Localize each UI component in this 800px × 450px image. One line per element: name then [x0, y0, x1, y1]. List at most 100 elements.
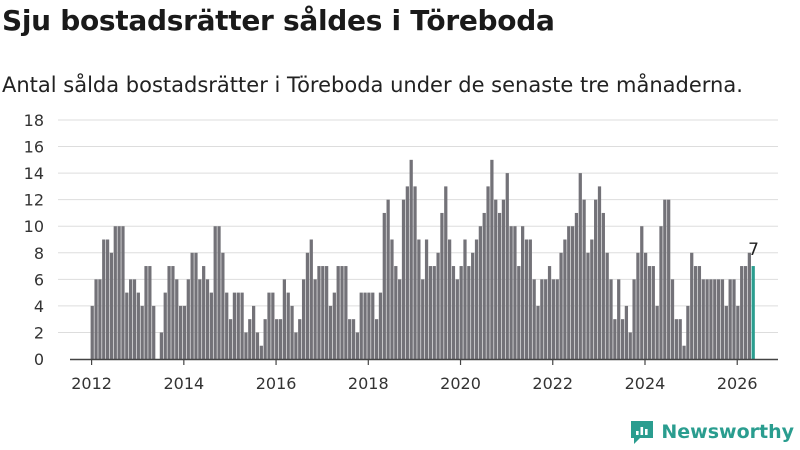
bar [578, 173, 582, 359]
bar [624, 305, 629, 359]
bar [540, 279, 544, 359]
x-tick-label: 2024 [625, 374, 666, 393]
bar [405, 186, 409, 359]
bar [717, 279, 721, 359]
bar [290, 305, 294, 359]
bar [555, 279, 559, 359]
bar [413, 186, 417, 359]
bar [94, 279, 98, 359]
bar [382, 212, 386, 359]
bar [252, 305, 256, 359]
bar [613, 319, 617, 359]
bar [601, 212, 605, 359]
bar [517, 266, 521, 359]
bar [713, 279, 717, 359]
bar [467, 266, 471, 359]
bar [536, 305, 540, 359]
bar [521, 226, 525, 359]
bar [459, 266, 463, 359]
bar [697, 266, 702, 359]
y-tick-label: 16 [24, 138, 44, 157]
bar [567, 226, 571, 359]
bar [440, 212, 444, 359]
bar [217, 226, 221, 359]
newsworthy-wordmark: Newsworthy [661, 421, 794, 443]
bar [528, 239, 532, 359]
bar [632, 279, 636, 359]
bar [140, 305, 144, 359]
y-tick-label: 12 [24, 191, 44, 210]
bar [121, 226, 125, 359]
bar [501, 199, 506, 359]
chart-subtitle: Antal sålda bostadsrätter i Töreboda und… [2, 73, 743, 97]
bar [451, 266, 456, 359]
bar [167, 266, 171, 359]
bar [705, 279, 709, 359]
bar [136, 292, 140, 359]
bar [494, 199, 498, 359]
bar [401, 199, 406, 359]
bar [597, 186, 602, 359]
bar [628, 332, 632, 359]
bar [497, 212, 502, 359]
bar [182, 305, 187, 359]
bar [236, 292, 240, 359]
bar [617, 279, 621, 359]
bar [125, 292, 129, 359]
bar [109, 252, 114, 359]
bar [574, 212, 579, 359]
bar [490, 159, 494, 359]
bar [98, 279, 102, 359]
bar [590, 239, 594, 359]
newsworthy-logo-icon [631, 421, 654, 444]
bar [686, 305, 690, 359]
bar [144, 266, 148, 359]
bar [740, 266, 744, 359]
bar [690, 252, 694, 359]
bar [570, 226, 575, 359]
latest-value-label: 7 [748, 240, 759, 260]
bar [551, 279, 556, 359]
bar [225, 292, 229, 359]
bar [655, 305, 659, 359]
bar [524, 239, 529, 359]
newsworthy-brand: Newsworthy [629, 419, 794, 445]
bar [348, 319, 352, 359]
bar [409, 159, 413, 359]
y-tick-label: 8 [34, 244, 44, 263]
bar [609, 279, 613, 359]
bar [647, 266, 652, 359]
bar [102, 239, 106, 359]
bar [178, 305, 183, 359]
bar [321, 266, 325, 359]
bar [447, 239, 452, 359]
bar [394, 266, 398, 359]
bar [670, 279, 675, 359]
bar [486, 186, 490, 359]
bar [605, 252, 609, 359]
x-tick-label: 2020 [440, 374, 481, 393]
x-tick-label: 2014 [163, 374, 204, 393]
bar [263, 319, 267, 359]
bar [267, 292, 271, 359]
bar [359, 292, 363, 359]
bar [732, 279, 736, 359]
y-tick-label: 2 [34, 323, 44, 342]
bar [163, 292, 167, 359]
bar [432, 266, 436, 359]
bar [194, 252, 198, 359]
bar [509, 226, 513, 359]
bar [232, 292, 237, 359]
bar [278, 319, 283, 359]
bar [559, 252, 563, 359]
bar [482, 212, 486, 359]
y-tick-label: 14 [24, 164, 44, 183]
bar [301, 279, 306, 359]
bar [248, 319, 252, 359]
bar [129, 279, 133, 359]
bar-latest [751, 266, 755, 359]
bar [693, 266, 698, 359]
bar [720, 279, 725, 359]
bar [325, 266, 329, 359]
bar [513, 226, 517, 359]
